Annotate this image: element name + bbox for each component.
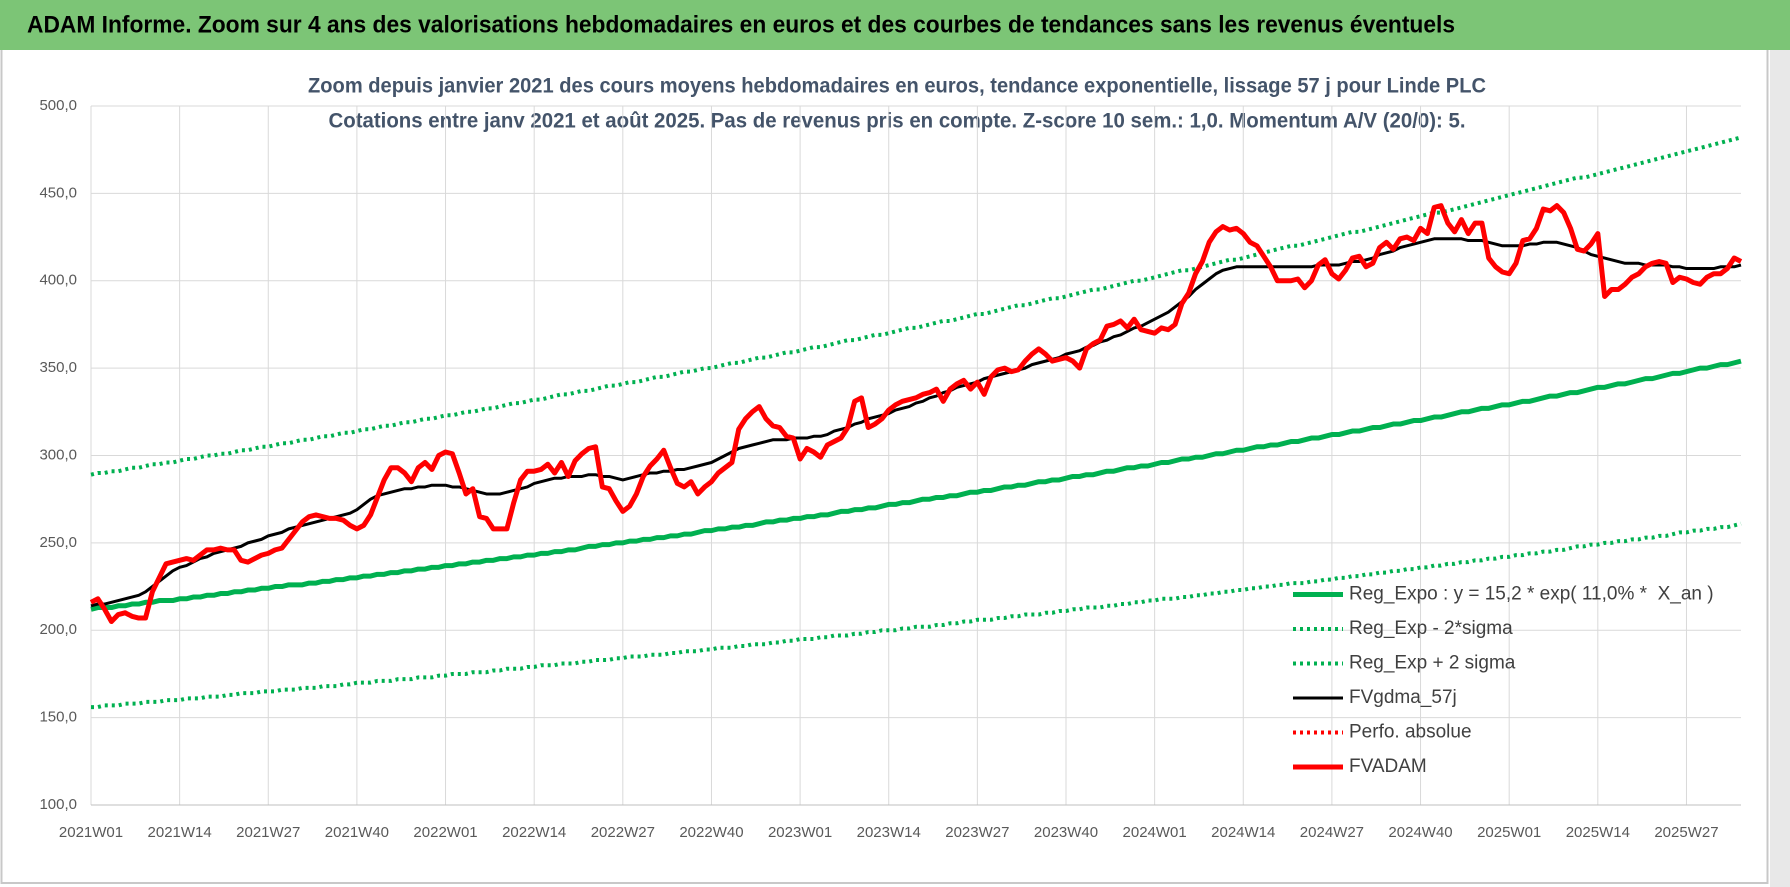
y-tick-label: 450,0 [39,184,77,201]
legend-label: Reg_Expo : y = 15,2 * exp( 11,0% * X_an … [1349,584,1714,605]
legend: Reg_Expo : y = 15,2 * exp( 11,0% * X_an … [1293,584,1714,777]
x-tick-label: 2025W01 [1477,824,1541,841]
x-tick-label: 2022W01 [413,824,477,841]
legend-label: Perfo. absolue [1349,722,1472,743]
y-tick-label: 400,0 [39,272,77,289]
legend-label: Reg_Exp + 2 sigma [1349,653,1516,674]
x-tick-label: 2022W40 [679,824,743,841]
series-line [91,521,1742,710]
y-tick-label: 200,0 [39,621,77,638]
header-bar [0,0,1790,50]
y-tick-label: 100,0 [39,796,77,813]
y-tick-label: 500,0 [39,97,77,114]
grid: 100,0 150,0 200,0 250,0 300,0 350,0 400,0 450,0… [39,97,1741,841]
x-tick-label: 2021W01 [59,824,123,841]
series-line [90,237,1742,608]
chart-title: Zoom depuis janvier 2021 des cours moyen… [308,75,1486,98]
x-tick-label: 2024W40 [1388,824,1452,841]
chart-subtitle: Cotations entre janv 2021 et août 2025. … [329,110,1466,133]
legend-label: Reg_Exp - 2*sigma [1349,618,1513,639]
series-line [89,203,1743,625]
x-tick-label: 2022W14 [502,824,566,841]
x-tick-label: 2024W14 [1211,824,1275,841]
y-tick-label: 150,0 [39,709,77,726]
series-line [90,135,1742,477]
side-strip [1770,48,1790,887]
x-tick-label: 2021W27 [236,824,300,841]
legend-label: FVADAM [1349,756,1427,777]
x-tick-label: 2023W40 [1034,824,1098,841]
y-tick-label: 300,0 [39,446,77,463]
x-tick-label: 2023W14 [857,824,921,841]
x-tick-label: 2021W40 [325,824,389,841]
x-tick-label: 2025W14 [1566,824,1630,841]
x-tick-label: 2021W14 [148,824,212,841]
legend-label: FVgdma_57j [1349,687,1457,708]
series-line [90,358,1742,612]
y-tick-label: 350,0 [39,359,77,376]
x-tick-label: 2023W27 [945,824,1009,841]
x-tick-label: 2023W01 [768,824,832,841]
series-layer [89,135,1743,710]
header-title: ADAM Informe. Zoom sur 4 ans des valoris… [27,11,1455,38]
x-tick-label: 2024W27 [1300,824,1364,841]
x-tick-label: 2025W27 [1654,824,1718,841]
x-tick-label: 2022W27 [591,824,655,841]
y-tick-label: 250,0 [39,534,77,551]
x-tick-label: 2024W01 [1123,824,1187,841]
